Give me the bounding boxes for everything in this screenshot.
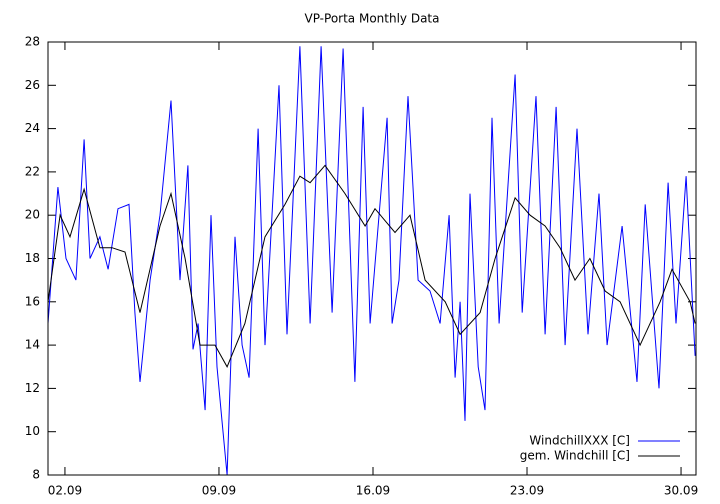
y-tick-label: 24 (25, 121, 40, 135)
y-tick-label: 26 (25, 78, 40, 92)
y-tick-label: 22 (25, 164, 40, 178)
y-tick-label: 12 (25, 381, 40, 395)
x-tick-label: 30.09 (664, 484, 698, 498)
y-tick-label: 8 (32, 468, 40, 482)
x-tick-label: 16.09 (356, 484, 390, 498)
y-tick-label: 16 (25, 294, 40, 308)
series-line (47, 164, 696, 368)
y-tick-label: 28 (25, 35, 40, 49)
series-line (47, 46, 696, 476)
legend-label: gem. Windchill [C] (520, 449, 630, 463)
y-tick-label: 18 (25, 251, 40, 265)
x-tick-label: 23.09 (510, 484, 544, 498)
x-tick-label: 02.09 (48, 484, 82, 498)
plot-frame (47, 41, 697, 476)
x-tick-label: 09.09 (202, 484, 236, 498)
y-tick-label: 20 (25, 208, 40, 222)
y-tick-label: 14 (25, 338, 40, 352)
legend-label: WindchillXXX [C] (529, 434, 630, 448)
y-tick-label: 10 (25, 424, 40, 438)
chart-title: VP-Porta Monthly Data (305, 12, 440, 26)
